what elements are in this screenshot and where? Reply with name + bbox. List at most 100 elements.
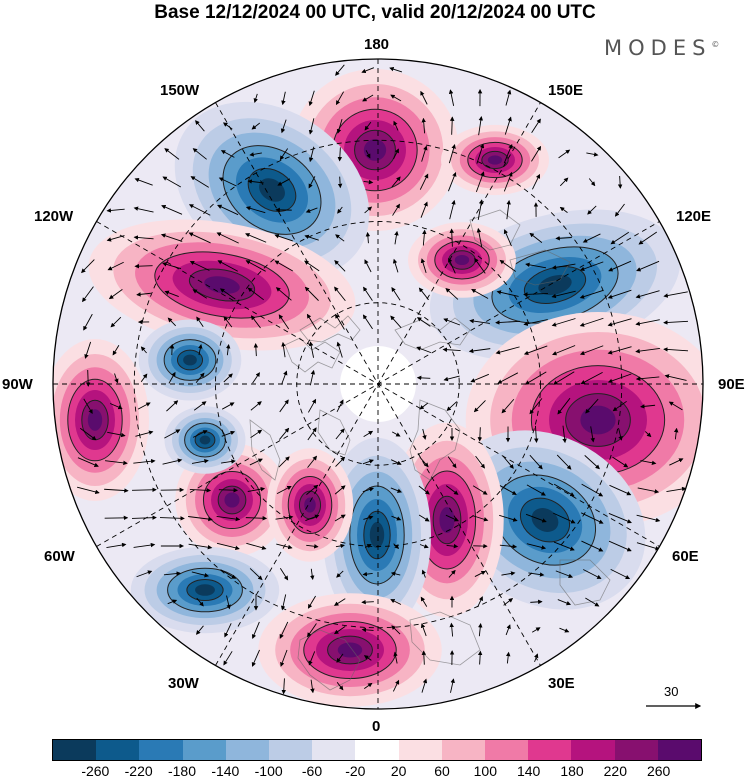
- wind-vector: [447, 171, 457, 192]
- wind-vector: [81, 259, 95, 274]
- colorbar-tick-label: 100: [473, 763, 498, 779]
- wind-vector: [635, 347, 660, 354]
- positive-anomaly-blob: [441, 124, 549, 196]
- wind-vector: [420, 90, 428, 105]
- wind-vector: [168, 371, 176, 384]
- wind-vector: [133, 206, 154, 213]
- wind-vector: [556, 454, 572, 470]
- wind-vector: [196, 597, 204, 607]
- coastlines: [249, 209, 611, 691]
- wind-vector: [306, 313, 317, 330]
- wind-vector: [445, 287, 459, 300]
- positive-anomaly-blob: [408, 222, 516, 298]
- wind-vector: [188, 516, 213, 522]
- wind-vector: [245, 515, 268, 521]
- wind-vector: [531, 118, 541, 134]
- wind-vector: [279, 568, 289, 581]
- wind-vector: [114, 373, 119, 384]
- wind-vector: [640, 460, 657, 465]
- wind-vector: [557, 599, 572, 606]
- wind-vector: [278, 314, 290, 330]
- wind-vector: [393, 148, 399, 160]
- wind-vector: [663, 291, 688, 298]
- wind-vector: [216, 542, 240, 551]
- wind-vector: [304, 260, 320, 272]
- wind-vector: [638, 231, 658, 245]
- wind-vector: [225, 343, 231, 356]
- wind-vector: [136, 570, 153, 578]
- wind-vector: [534, 425, 539, 444]
- wind-vector: [557, 397, 571, 415]
- colorbar-tick-label: -220: [124, 763, 153, 779]
- wind-vector: [449, 622, 454, 637]
- wind-vector: [418, 485, 430, 495]
- wind-vector: [336, 653, 344, 663]
- label-60w: 60W: [44, 548, 75, 565]
- wind-vector: [82, 286, 94, 303]
- wind-vector: [77, 457, 99, 467]
- wind-vector: [275, 515, 294, 520]
- wind-vector: [105, 460, 128, 466]
- wind-vector: [364, 121, 372, 131]
- wind-vector: [274, 260, 294, 272]
- wind-vector: [523, 345, 548, 355]
- colorbar-tick-label: -60: [301, 763, 323, 779]
- wind-vector: [607, 289, 632, 299]
- wind-vector: [221, 430, 236, 437]
- wind-vector: [477, 199, 484, 220]
- wind-vector: [364, 259, 372, 273]
- logo-text: MODES: [604, 36, 712, 60]
- logo-mark: ©: [711, 40, 720, 49]
- wind-vector: [275, 287, 292, 301]
- wind-vector: [389, 67, 403, 73]
- wind-vector: [446, 543, 459, 549]
- wind-vector: [253, 93, 258, 103]
- colorbar-swatch: [182, 740, 226, 760]
- wind-vector: [281, 91, 286, 106]
- wind-vector: [305, 207, 318, 213]
- colorbar-tick-label: -180: [167, 763, 197, 779]
- wind-vector: [478, 115, 484, 136]
- wind-vector: [333, 625, 346, 635]
- wind-vector: [499, 514, 518, 522]
- wind-vector: [162, 262, 182, 270]
- wind-vector: [362, 459, 374, 465]
- wind-vector: [246, 542, 267, 550]
- colorbar-swatch: [53, 740, 97, 760]
- wind-vector: [419, 173, 429, 190]
- wind-vector: [391, 625, 401, 635]
- label-180: 180: [364, 36, 390, 53]
- wind-vector: [666, 486, 687, 493]
- wind-vector: [216, 232, 239, 244]
- wind-vector: [555, 570, 574, 578]
- label-30w: 30W: [168, 675, 199, 692]
- wind-vector: [334, 286, 346, 302]
- wind-vector: [529, 232, 543, 243]
- wind-vector: [309, 369, 316, 386]
- wind-vector: [392, 203, 400, 216]
- wind-vector: [191, 458, 209, 464]
- wind-vector: [530, 599, 543, 605]
- wind-vector: [276, 485, 292, 495]
- colorbar-tick-label: -140: [211, 763, 240, 779]
- wind-vector: [588, 178, 596, 187]
- wind-vector: [501, 571, 516, 576]
- positive-anomaly-blob: [88, 219, 356, 351]
- colorbar-swatch: [528, 740, 572, 760]
- colorbar-tick-label: 60: [434, 763, 450, 779]
- colorbar-tick-label: -260: [81, 763, 110, 779]
- anomaly-field: [53, 69, 703, 707]
- wind-vector: [192, 148, 207, 160]
- label-0: 0: [372, 718, 381, 735]
- wind-vector: [253, 343, 259, 357]
- wind-vector: [587, 205, 597, 215]
- wind-vector: [216, 516, 241, 522]
- wind-vector: [526, 543, 547, 550]
- wind-vector: [421, 569, 426, 578]
- wind-vector: [448, 144, 456, 164]
- wind-vector: [131, 515, 157, 520]
- wind-vector: [107, 431, 126, 438]
- map-title: Base 12/12/2024 00 UTC, valid 20/12/2024…: [154, 2, 596, 23]
- wind-vector: [108, 289, 123, 300]
- wind-vector: [307, 427, 317, 441]
